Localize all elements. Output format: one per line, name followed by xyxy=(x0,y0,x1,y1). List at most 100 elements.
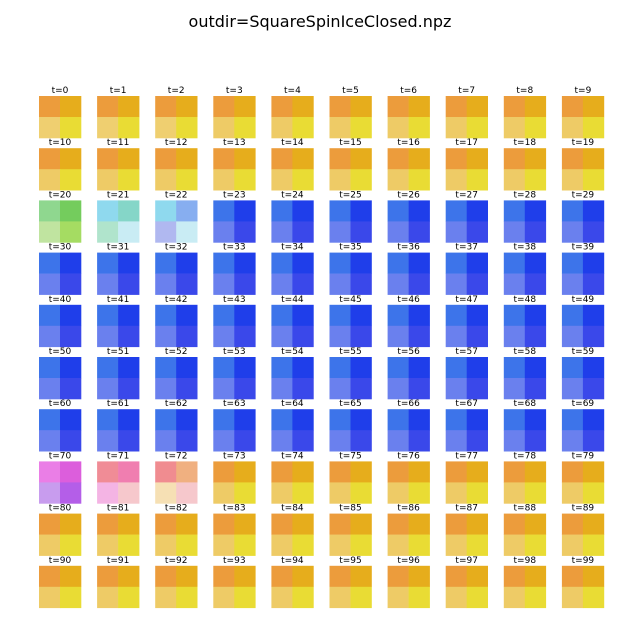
panel-label: t=13 xyxy=(223,138,246,148)
cell xyxy=(350,221,372,243)
cell xyxy=(561,357,584,379)
panel: t=91 xyxy=(97,556,140,609)
cell xyxy=(176,200,198,222)
cell xyxy=(503,482,526,504)
cell xyxy=(329,169,351,191)
cell xyxy=(118,482,140,504)
cell xyxy=(271,409,293,431)
panel-label: t=66 xyxy=(397,399,420,409)
cell xyxy=(271,565,293,588)
cell xyxy=(445,200,467,222)
cell xyxy=(582,357,605,379)
panel-label: t=82 xyxy=(165,504,188,514)
cell xyxy=(60,357,82,379)
cell xyxy=(39,482,61,504)
cell xyxy=(271,513,293,535)
cell xyxy=(329,200,351,222)
panel: t=49 xyxy=(561,295,605,348)
cell xyxy=(60,273,82,295)
cell xyxy=(155,221,177,243)
cell xyxy=(408,252,430,274)
panel-label: t=83 xyxy=(223,504,246,514)
cell xyxy=(39,409,61,431)
cell xyxy=(524,325,547,348)
cell xyxy=(39,513,61,535)
cell xyxy=(387,534,409,556)
cell xyxy=(176,409,198,431)
cell xyxy=(561,148,584,170)
cell xyxy=(329,565,351,588)
cell xyxy=(213,148,235,170)
panel-label: t=37 xyxy=(455,243,478,253)
cell xyxy=(292,117,314,139)
panel: t=58 xyxy=(503,347,547,400)
panel-label: t=49 xyxy=(572,295,595,305)
panel: t=35 xyxy=(329,243,372,295)
cell xyxy=(582,325,605,348)
cell xyxy=(234,252,256,274)
panel-label: t=60 xyxy=(49,399,72,409)
panel: t=87 xyxy=(445,504,488,556)
cell xyxy=(466,430,488,452)
cell xyxy=(408,409,430,431)
panel: t=93 xyxy=(213,556,256,609)
panel: t=89 xyxy=(561,504,605,556)
cell xyxy=(524,534,547,556)
panel: t=8 xyxy=(503,86,547,139)
cell xyxy=(387,430,409,452)
panel: t=97 xyxy=(445,556,488,609)
panel: t=18 xyxy=(503,138,547,191)
panel-label: t=2 xyxy=(168,86,185,96)
cell xyxy=(466,357,488,379)
cell xyxy=(582,461,605,483)
cell xyxy=(155,430,177,452)
cell xyxy=(445,252,467,274)
panel-label: t=68 xyxy=(514,399,537,409)
cell xyxy=(582,586,605,609)
panel-label: t=56 xyxy=(397,347,420,357)
panel: t=21 xyxy=(97,190,140,243)
panel: t=83 xyxy=(213,504,256,556)
cell xyxy=(503,200,526,222)
cell xyxy=(387,148,409,170)
cell xyxy=(176,378,198,400)
panel: t=24 xyxy=(271,190,314,243)
cell xyxy=(213,200,235,222)
panel-label: t=14 xyxy=(281,138,304,148)
cell xyxy=(39,221,61,243)
cell xyxy=(39,117,61,139)
panel-label: t=70 xyxy=(49,451,72,461)
cell xyxy=(466,200,488,222)
cell xyxy=(234,169,256,191)
cell xyxy=(234,513,256,535)
cell xyxy=(387,96,409,118)
cell xyxy=(350,200,372,222)
cell xyxy=(350,357,372,379)
panel-label: t=79 xyxy=(572,451,595,461)
cell xyxy=(329,148,351,170)
cell xyxy=(39,200,61,222)
panel-label: t=69 xyxy=(572,399,595,409)
cell xyxy=(408,273,430,295)
panel-label: t=11 xyxy=(107,138,130,148)
cell xyxy=(408,586,430,609)
cell xyxy=(350,325,372,348)
panel: t=14 xyxy=(271,138,314,191)
cell xyxy=(60,378,82,400)
cell xyxy=(466,513,488,535)
cell xyxy=(582,148,605,170)
cell xyxy=(561,252,584,274)
cell xyxy=(176,513,198,535)
panel: t=2 xyxy=(155,86,198,139)
cell xyxy=(561,325,584,348)
cell xyxy=(292,586,314,609)
panel-label: t=74 xyxy=(281,451,304,461)
cell xyxy=(445,461,467,483)
panel-label: t=76 xyxy=(397,451,420,461)
cell xyxy=(39,534,61,556)
cell xyxy=(582,513,605,535)
cell xyxy=(350,304,372,327)
panel: t=63 xyxy=(213,399,256,452)
cell xyxy=(329,357,351,379)
cell xyxy=(118,252,140,274)
